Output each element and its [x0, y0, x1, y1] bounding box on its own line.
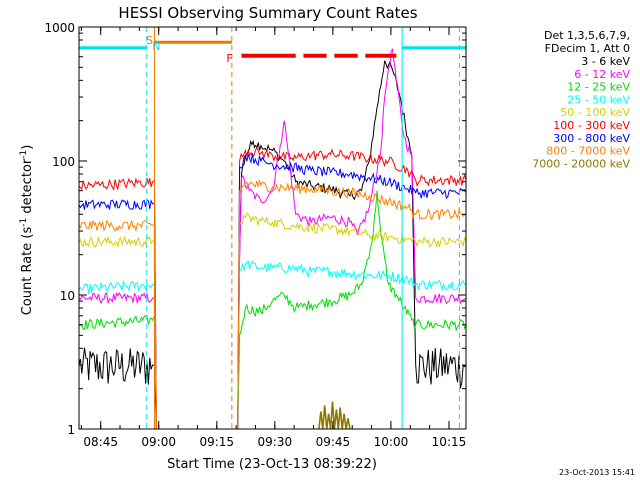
y-axis-label-base: Count Rate (s: [20, 227, 35, 316]
svg-text:Count Rate (s-1 detector-1): Count Rate (s-1 detector-1): [19, 145, 35, 316]
x-tick-label: 09:45: [316, 435, 351, 449]
x-tick-label: 10:15: [432, 435, 467, 449]
flare-flag-label: F: [226, 52, 232, 65]
chart-title: HESSI Observing Summary Count Rates: [118, 4, 417, 22]
y-tick-label: 100: [52, 155, 75, 169]
legend-entry: 100 - 300 keV: [553, 119, 630, 132]
series-line-3: [78, 190, 467, 430]
legend-entry: 7000 - 20000 keV: [532, 157, 630, 170]
series-line-6: [78, 146, 467, 430]
legend-entry: 50 - 100 keV: [560, 106, 630, 119]
legend-entry: 12 - 25 keV: [567, 81, 630, 94]
y-tick-label: 1: [67, 423, 75, 437]
saa-flag-label: S: [146, 34, 153, 47]
y-axis-label-sup1: -1: [19, 218, 29, 227]
y-axis-label-sup2: -1: [19, 150, 29, 159]
x-tick-label: 10:00: [374, 435, 409, 449]
legend-entry: 25 - 50 keV: [567, 93, 630, 106]
x-tick-label: 09:00: [141, 435, 176, 449]
y-axis-label-mid: detector: [20, 158, 35, 218]
x-tick-label: 08:45: [83, 435, 118, 449]
legend-entry: 3 - 6 keV: [581, 55, 630, 68]
legend-entry: 300 - 800 keV: [553, 132, 630, 145]
y-tick-label: 10: [60, 289, 75, 303]
x-tick-label: 09:30: [258, 435, 293, 449]
series-line-4: [78, 260, 466, 430]
series-line-1: [78, 60, 467, 430]
night-flag-label: N: [152, 40, 160, 53]
series-line-8: [78, 179, 467, 430]
x-tick-label: 09:15: [199, 435, 234, 449]
timestamp-label: 23-Oct-2013 15:41: [559, 468, 635, 477]
y-tick-label: 1000: [44, 21, 75, 35]
legend-header-line: Det 1,3,5,6,7,9,: [544, 29, 630, 42]
series-line-9: [318, 401, 351, 430]
y-axis-label-end: ): [20, 145, 35, 150]
legend-header-line: FDecim 1, Att 0: [545, 42, 630, 55]
legend-entry: 800 - 7000 keV: [546, 145, 630, 158]
x-axis-label: Start Time (23-Oct-13 08:39:22): [167, 457, 377, 472]
legend-entry: 6 - 12 keV: [574, 68, 630, 81]
plot-frame: [78, 26, 467, 430]
series-line-2: [78, 48, 467, 430]
series-line-5: [78, 212, 467, 430]
y-axis-label: Count Rate (s-1 detector-1): [19, 145, 35, 316]
series-line-7: [78, 153, 467, 430]
